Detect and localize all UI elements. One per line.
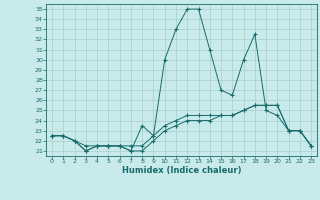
X-axis label: Humidex (Indice chaleur): Humidex (Indice chaleur) [122, 166, 241, 175]
